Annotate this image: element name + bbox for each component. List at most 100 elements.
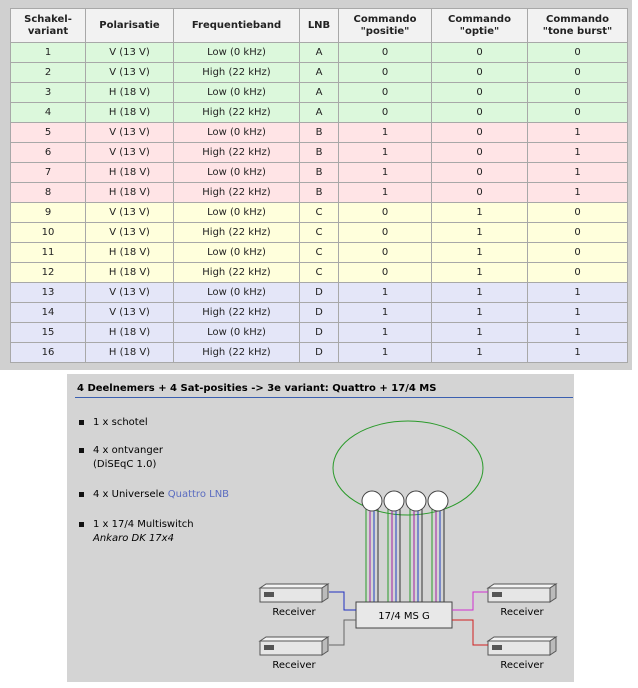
header-cell: Commando "optie": [431, 8, 528, 43]
cell: 0: [527, 262, 628, 283]
cell: High (22 kHz): [173, 142, 300, 163]
item-sub: Ankaro DK 17x4: [93, 533, 174, 544]
header-cell: Polarisatie: [85, 8, 174, 43]
cell: H (18 V): [85, 182, 174, 203]
receiver-side: [321, 583, 329, 603]
list-item: 4 x Universele Quattro LNB: [78, 488, 230, 502]
cell: Low (0 kHz): [173, 122, 300, 143]
cell: 11: [10, 242, 86, 263]
receiver-display: [492, 645, 502, 650]
item-text: 4 x Universele: [93, 489, 165, 500]
cell: Low (0 kHz): [173, 42, 300, 63]
header-cell: Commando "positie": [338, 8, 432, 43]
cell: B: [299, 182, 339, 203]
row: 10 V (13 V) High (22 kHz) C 0 1 0: [10, 222, 628, 243]
cell: C: [299, 202, 339, 223]
cell: 0: [338, 202, 432, 223]
lnb: [383, 490, 405, 512]
cell: 0: [338, 102, 432, 123]
header-cell: Frequentieband: [173, 8, 300, 43]
cell: H (18 V): [85, 242, 174, 263]
cell: 0: [527, 42, 628, 63]
link[interactable]: Quattro LNB: [167, 489, 230, 500]
cell: Low (0 kHz): [173, 282, 300, 303]
cell: 1: [431, 322, 528, 343]
cell: C: [299, 242, 339, 263]
cell: D: [299, 282, 339, 303]
cell: 1: [338, 322, 432, 343]
cell: A: [299, 62, 339, 83]
cell: 12: [10, 262, 86, 283]
cell: High (22 kHz): [173, 342, 300, 363]
cell: 1: [431, 302, 528, 323]
receiver-display: [492, 592, 502, 597]
cell: 0: [338, 62, 432, 83]
switch-label: 17/4 MS G: [378, 611, 430, 622]
cell: 0: [338, 262, 432, 283]
cell: H (18 V): [85, 102, 174, 123]
cell: 15: [10, 322, 86, 343]
cell: 13: [10, 282, 86, 303]
cell: H (18 V): [85, 342, 174, 363]
lnb: [405, 490, 427, 512]
cell: H (18 V): [85, 82, 174, 103]
cell: V (13 V): [85, 222, 174, 243]
diagram: 17/4 MS G Receiver Receiver Receiver Receive…: [258, 420, 558, 671]
cell: Low (0 kHz): [173, 162, 300, 183]
table: Schakel- variant Polarisatie Frequentieban…: [10, 8, 628, 363]
row: 14 V (13 V) High (22 kHz) D 1 1 1: [10, 302, 628, 323]
header-cell: Schakel- variant: [10, 8, 86, 43]
cell: 1: [431, 222, 528, 243]
item-text: 4 x ontvanger: [93, 445, 164, 456]
cable: [329, 619, 356, 646]
row: 11 H (18 V) Low (0 kHz) C 0 1 0: [10, 242, 628, 263]
cell: 1: [527, 282, 628, 303]
cell: 0: [431, 42, 528, 63]
cell: 0: [431, 142, 528, 163]
cell: 1: [527, 162, 628, 183]
cell: 4: [10, 102, 86, 123]
cell: 1: [338, 162, 432, 183]
cell: H (18 V): [85, 262, 174, 283]
cell: 0: [431, 122, 528, 143]
receiver-top: [258, 583, 330, 589]
cell: V (13 V): [85, 282, 174, 303]
list-item: 1 x schotel: [79, 416, 148, 430]
cell: 1: [527, 182, 628, 203]
cell: B: [299, 142, 339, 163]
cell: 10: [10, 222, 86, 243]
cell: High (22 kHz): [173, 262, 300, 283]
underline: [75, 397, 573, 398]
cell: 0: [527, 202, 628, 223]
item-sub: (DiSEqC 1.0): [93, 459, 157, 470]
cell: 1: [338, 342, 432, 363]
cell: 0: [527, 62, 628, 83]
receiver-top: [486, 636, 558, 642]
cell: High (22 kHz): [173, 102, 300, 123]
header-cell: LNB: [299, 8, 339, 43]
cell: Low (0 kHz): [173, 202, 300, 223]
cell: V (13 V): [85, 42, 174, 63]
cell: 0: [338, 222, 432, 243]
switch: [355, 601, 453, 629]
cell: 0: [338, 82, 432, 103]
cell: C: [299, 262, 339, 283]
cell: 14: [10, 302, 86, 323]
cell: 1: [527, 342, 628, 363]
receiver-label: Receiver: [500, 607, 544, 618]
cell: A: [299, 102, 339, 123]
cell: 0: [431, 162, 528, 183]
cell: High (22 kHz): [173, 302, 300, 323]
cell: 0: [527, 82, 628, 103]
receiver-display: [264, 645, 274, 650]
list-item: 4 x ontvanger (DiSEqC 1.0): [78, 444, 164, 472]
cable: [452, 619, 488, 646]
cell: 1: [527, 122, 628, 143]
item-text: 1 x schotel: [93, 417, 148, 428]
